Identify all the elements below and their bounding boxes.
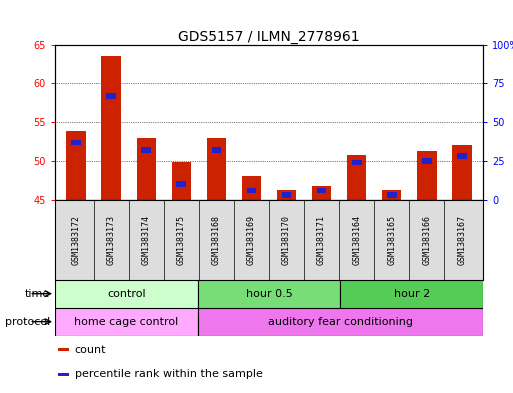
Bar: [277, 190, 296, 200]
Bar: [317, 187, 326, 193]
Bar: [102, 56, 121, 200]
Bar: [176, 181, 186, 187]
Text: percentile rank within the sample: percentile rank within the sample: [75, 369, 263, 380]
Text: GSM1383172: GSM1383172: [71, 215, 81, 264]
Bar: [198, 280, 340, 308]
Bar: [282, 192, 291, 198]
Text: GSM1383167: GSM1383167: [458, 215, 466, 264]
Text: protocol: protocol: [5, 317, 50, 327]
Text: GSM1383171: GSM1383171: [317, 215, 326, 264]
Bar: [71, 140, 81, 145]
Text: GSM1383173: GSM1383173: [107, 215, 115, 264]
Bar: [106, 93, 116, 99]
Bar: [347, 155, 366, 200]
Text: hour 0.5: hour 0.5: [246, 288, 292, 299]
Bar: [452, 145, 471, 200]
Text: hour 2: hour 2: [393, 288, 430, 299]
Bar: [58, 348, 69, 351]
Bar: [66, 131, 86, 200]
Text: GSM1383174: GSM1383174: [142, 215, 151, 264]
Text: GSM1383166: GSM1383166: [422, 215, 431, 264]
Bar: [312, 186, 331, 200]
Bar: [417, 151, 437, 200]
Bar: [422, 158, 432, 164]
Text: GSM1383170: GSM1383170: [282, 215, 291, 264]
Text: GSM1383165: GSM1383165: [387, 215, 396, 264]
Bar: [340, 280, 483, 308]
Bar: [387, 192, 397, 198]
Bar: [211, 147, 221, 153]
Bar: [382, 189, 402, 200]
Bar: [207, 138, 226, 200]
Text: GSM1383169: GSM1383169: [247, 215, 256, 264]
Text: GSM1383164: GSM1383164: [352, 215, 361, 264]
Text: GSM1383168: GSM1383168: [212, 215, 221, 264]
Bar: [142, 147, 151, 153]
Bar: [55, 308, 198, 336]
Bar: [172, 162, 191, 200]
Text: time: time: [25, 288, 50, 299]
Bar: [198, 308, 483, 336]
Bar: [352, 160, 362, 165]
Bar: [242, 176, 261, 200]
Text: count: count: [75, 345, 106, 355]
Text: control: control: [107, 288, 146, 299]
Title: GDS5157 / ILMN_2778961: GDS5157 / ILMN_2778961: [178, 29, 360, 44]
Text: auditory fear conditioning: auditory fear conditioning: [268, 317, 413, 327]
Bar: [136, 138, 156, 200]
Bar: [58, 373, 69, 376]
Text: home cage control: home cage control: [74, 317, 179, 327]
Bar: [247, 187, 256, 193]
Text: GSM1383175: GSM1383175: [177, 215, 186, 264]
Bar: [55, 280, 198, 308]
Bar: [457, 153, 467, 159]
